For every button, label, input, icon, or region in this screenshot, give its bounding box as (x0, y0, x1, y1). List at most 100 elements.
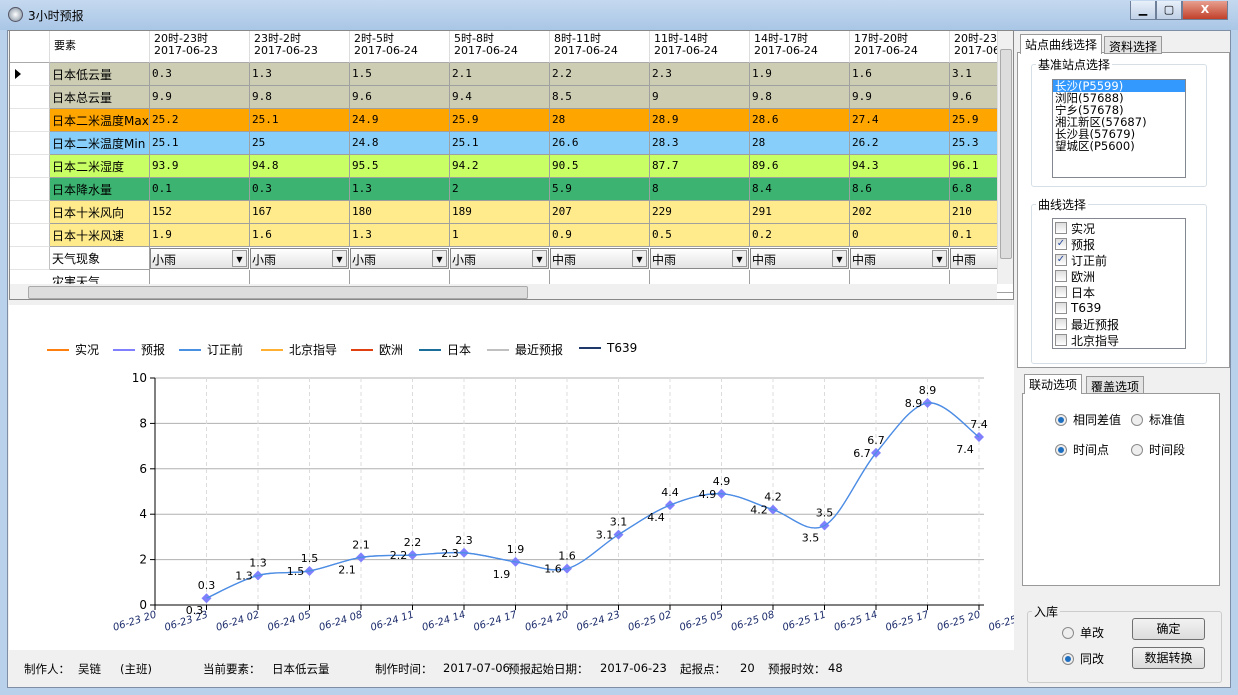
forecast-grid[interactable]: 要素 20时-23时 2017-06-23 23时-2时 2017-06-23 2时-5时… (9, 30, 1014, 300)
grid-cell[interactable]: 2.2 (550, 63, 650, 86)
station-item[interactable]: 长沙(P5599) (1053, 80, 1185, 92)
grid-cell[interactable]: 1.9 (150, 224, 250, 247)
grid-cell[interactable]: 0.3 (250, 178, 350, 201)
data-convert-button[interactable]: 数据转换 (1132, 647, 1205, 669)
grid-cell[interactable]: 1.3 (250, 63, 350, 86)
option-radio[interactable]: 时间段 (1131, 441, 1185, 458)
grid-cell[interactable]: 167 (250, 201, 350, 224)
row-header[interactable] (10, 178, 50, 201)
grid-cell[interactable]: 28.3 (650, 132, 750, 155)
save-radio[interactable]: 同改 (1062, 650, 1104, 667)
grid-cell[interactable]: 25 (250, 132, 350, 155)
checkbox[interactable]: ✓ (1055, 238, 1067, 250)
station-listbox[interactable]: 长沙(P5599) 浏阳(57688) 宁乡(57678) 湘江新区(57687) 长沙… (1052, 79, 1186, 178)
grid-cell[interactable]: 87.7 (650, 155, 750, 178)
checkbox[interactable] (1055, 222, 1067, 234)
curve-checkbox[interactable]: ✓ 订正前 (1053, 252, 1185, 268)
close-button[interactable]: X (1182, 1, 1228, 20)
grid-cell[interactable]: 25.1 (450, 132, 550, 155)
weather-dropdown[interactable]: 小雨 ▼ (150, 248, 249, 269)
grid-cell[interactable]: 24.9 (350, 109, 450, 132)
grid-cell[interactable]: 94.2 (450, 155, 550, 178)
station-item[interactable]: 浏阳(57688) (1055, 91, 1124, 105)
minimize-button[interactable]: ▁ (1130, 1, 1156, 20)
grid-cell[interactable]: 8.5 (550, 86, 650, 109)
curve-checklist[interactable]: 实况 ✓ 预报 ✓ 订正前 欧洲 日本 T639 最近预报 北京指导 (1052, 218, 1186, 349)
grid-cell[interactable]: 26.2 (850, 132, 950, 155)
chevron-down-icon[interactable]: ▼ (732, 250, 747, 267)
column-header[interactable]: 17时-20时 2017-06-24 (850, 31, 950, 63)
row-header[interactable] (10, 86, 50, 109)
grid-cell[interactable]: 1.3 (350, 178, 450, 201)
grid-cell[interactable]: 94.8 (250, 155, 350, 178)
checkbox[interactable] (1055, 302, 1067, 314)
weather-dropdown[interactable]: 小雨 ▼ (450, 248, 549, 269)
column-header[interactable]: 14时-17时 2017-06-24 (750, 31, 850, 63)
grid-cell[interactable]: 90.5 (550, 155, 650, 178)
chevron-down-icon[interactable]: ▼ (432, 250, 447, 267)
curve-checkbox[interactable]: T639 (1053, 300, 1185, 316)
weather-dropdown[interactable]: 小雨 ▼ (250, 248, 349, 269)
station-item[interactable]: 宁乡(57678) (1055, 103, 1124, 117)
grid-cell[interactable]: 152 (150, 201, 250, 224)
grid-cell[interactable]: 28.6 (750, 109, 850, 132)
grid-cell[interactable]: 89.6 (750, 155, 850, 178)
grid-cell[interactable]: 94.3 (850, 155, 950, 178)
station-item[interactable]: 长沙县(57679) (1055, 127, 1136, 141)
grid-cell[interactable]: 180 (350, 201, 450, 224)
grid-cell[interactable]: 1 (450, 224, 550, 247)
grid-cell[interactable]: 9.6 (350, 86, 450, 109)
checkbox[interactable]: ✓ (1055, 254, 1067, 266)
maximize-button[interactable]: ▢ (1156, 1, 1182, 20)
column-header[interactable]: 8时-11时 2017-06-24 (550, 31, 650, 63)
grid-cell[interactable]: 9.8 (750, 86, 850, 109)
column-header[interactable]: 20时-23时 2017-06-23 (150, 31, 250, 63)
column-header[interactable]: 11时-14时 2017-06-24 (650, 31, 750, 63)
grid-cell[interactable]: 202 (850, 201, 950, 224)
radio-button[interactable] (1055, 443, 1067, 456)
weather-dropdown[interactable]: 中雨 ▼ (850, 248, 949, 269)
grid-cell[interactable]: 28.9 (650, 109, 750, 132)
row-header[interactable] (10, 109, 50, 132)
tab-data-select[interactable]: 资料选择 (1104, 36, 1163, 54)
grid-cell[interactable]: 0.2 (750, 224, 850, 247)
option-radio[interactable]: 时间点 (1055, 441, 1109, 458)
save-radio[interactable]: 单改 (1062, 624, 1104, 641)
station-item[interactable]: 望城区(P5600) (1055, 139, 1135, 153)
grid-cell[interactable]: 0.1 (150, 178, 250, 201)
grid-cell[interactable]: 5.9 (550, 178, 650, 201)
grid-cell[interactable]: 93.9 (150, 155, 250, 178)
curve-checkbox[interactable]: 实况 (1053, 220, 1185, 236)
horizontal-scrollbar[interactable] (10, 284, 997, 299)
radio-button[interactable] (1131, 413, 1143, 426)
grid-cell[interactable]: 0.5 (650, 224, 750, 247)
checkbox[interactable] (1055, 270, 1067, 282)
curve-checkbox[interactable]: 北京指导 (1053, 332, 1185, 348)
grid-cell[interactable]: 9.4 (450, 86, 550, 109)
grid-cell[interactable]: 229 (650, 201, 750, 224)
chevron-down-icon[interactable]: ▼ (832, 250, 847, 267)
grid-cell[interactable]: 8.6 (850, 178, 950, 201)
curve-checkbox[interactable]: ✓ 预报 (1053, 236, 1185, 252)
chevron-down-icon[interactable]: ▼ (232, 250, 247, 267)
vertical-scrollbar[interactable] (997, 31, 1013, 284)
curve-checkbox[interactable]: 最近预报 (1053, 316, 1185, 332)
grid-cell[interactable]: 0.3 (150, 63, 250, 86)
grid-cell[interactable]: 27.4 (850, 109, 950, 132)
grid-cell[interactable]: 1.9 (750, 63, 850, 86)
weather-dropdown[interactable]: 中雨 ▼ (750, 248, 849, 269)
weather-dropdown[interactable]: 中雨 ▼ (550, 248, 649, 269)
row-header[interactable] (10, 132, 50, 155)
curve-checkbox[interactable]: 日本 (1053, 284, 1185, 300)
tab-link-options[interactable]: 联动选项 (1024, 374, 1083, 394)
checkbox[interactable] (1055, 286, 1067, 298)
chevron-down-icon[interactable]: ▼ (932, 250, 947, 267)
grid-cell[interactable]: 0 (850, 224, 950, 247)
column-header[interactable]: 5时-8时 2017-06-24 (450, 31, 550, 63)
tab-overwrite-options[interactable]: 覆盖选项 (1086, 376, 1145, 394)
option-radio[interactable]: 标准值 (1131, 411, 1185, 428)
chevron-down-icon[interactable]: ▼ (632, 250, 647, 267)
grid-cell[interactable]: 28 (750, 132, 850, 155)
column-header[interactable]: 23时-2时 2017-06-23 (250, 31, 350, 63)
grid-cell[interactable]: 25.2 (150, 109, 250, 132)
